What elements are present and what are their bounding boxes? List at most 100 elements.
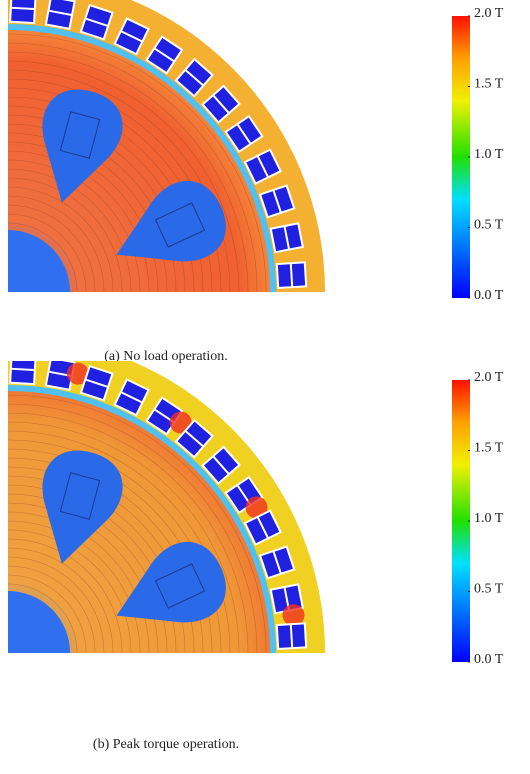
flux-line	[8, 547, 114, 653]
coil	[258, 151, 280, 177]
flux-line	[8, 565, 96, 653]
tooth-saturation	[66, 362, 89, 385]
flux-line	[8, 511, 150, 653]
slot	[224, 114, 264, 154]
colorbar-tick-label: 2.0 T	[474, 370, 504, 385]
coil	[246, 157, 267, 183]
flux-line	[8, 177, 123, 292]
figure-caption: (a) No load operation.	[104, 349, 228, 364]
coil	[274, 547, 293, 573]
magnet-pocket	[116, 180, 226, 262]
coil	[47, 372, 71, 389]
slot	[174, 418, 214, 459]
slot	[113, 17, 150, 56]
coil	[11, 369, 34, 383]
coil	[227, 486, 250, 512]
flux-map-body	[8, 361, 325, 653]
tooth-saturation	[282, 604, 305, 627]
flux-line	[8, 403, 258, 653]
slot	[243, 509, 283, 546]
flux-line	[8, 186, 114, 292]
magnet	[59, 472, 101, 520]
coil	[86, 6, 112, 25]
tooth-saturation	[169, 411, 192, 434]
figure-caption: (b) Peak torque operation.	[93, 737, 239, 752]
coil	[11, 361, 35, 369]
coil	[277, 264, 292, 287]
flux-line	[8, 204, 96, 292]
coil	[238, 117, 261, 143]
coil	[291, 624, 306, 648]
slot	[44, 0, 76, 30]
coil	[285, 585, 302, 610]
slot	[258, 545, 296, 580]
coil	[86, 367, 112, 386]
magnet-pocket	[42, 450, 123, 564]
coil	[277, 625, 292, 648]
coil	[214, 87, 239, 112]
coil	[177, 432, 202, 456]
coil	[261, 191, 280, 216]
flux-line	[8, 556, 105, 653]
coil	[186, 421, 212, 446]
slot	[174, 57, 214, 98]
flux-line	[8, 421, 240, 653]
flux-line	[8, 51, 249, 292]
coil	[155, 37, 181, 61]
coil	[122, 380, 148, 402]
slot	[243, 148, 283, 185]
slot	[145, 35, 184, 75]
colorbar-tick-label: 0.0 T	[474, 652, 504, 667]
slot	[79, 3, 114, 41]
slot	[275, 622, 308, 651]
shaft	[8, 591, 70, 653]
flux-line	[8, 159, 141, 292]
flux-map	[8, 361, 325, 653]
flux-line	[8, 222, 78, 292]
slot-frame	[224, 475, 264, 515]
flux-line	[8, 168, 132, 292]
slot-frame	[174, 57, 214, 98]
pocket	[116, 180, 226, 262]
coil	[47, 11, 71, 28]
coil	[82, 380, 107, 399]
flux-line	[8, 60, 240, 292]
coil	[11, 8, 34, 22]
slot	[113, 378, 150, 417]
pocket	[42, 450, 123, 564]
coil	[116, 32, 142, 53]
slot	[269, 222, 304, 254]
flux-line	[8, 69, 231, 292]
coil	[271, 588, 288, 613]
flux-line	[8, 42, 258, 292]
pocket	[116, 541, 226, 623]
flux-map	[8, 0, 325, 292]
colorbar	[452, 16, 470, 298]
magnet	[154, 202, 206, 248]
colorbar-tick-label: 1.0 T	[474, 147, 504, 162]
slot-frame	[201, 445, 241, 485]
coil	[116, 393, 142, 414]
coil	[177, 71, 202, 95]
pocket	[42, 89, 123, 203]
colorbar	[452, 380, 470, 662]
colorbar-tick-label: 1.5 T	[474, 441, 504, 456]
slot	[201, 84, 241, 124]
flux-line	[8, 412, 249, 653]
flux-line	[8, 583, 78, 653]
coil	[258, 512, 280, 538]
slot	[258, 184, 296, 219]
shaft	[8, 230, 70, 292]
colorbar-tick-label: 2.0 T	[474, 6, 504, 21]
coil	[214, 448, 239, 473]
slot	[9, 361, 37, 386]
colorbar-tick-label: 0.5 T	[474, 582, 504, 597]
coil	[186, 60, 212, 85]
colorbar-tick-label: 1.0 T	[474, 511, 504, 526]
coil	[271, 227, 288, 252]
slot	[201, 445, 241, 485]
coil	[82, 19, 107, 38]
magnet-pocket	[116, 541, 226, 623]
flux-line	[8, 195, 105, 292]
